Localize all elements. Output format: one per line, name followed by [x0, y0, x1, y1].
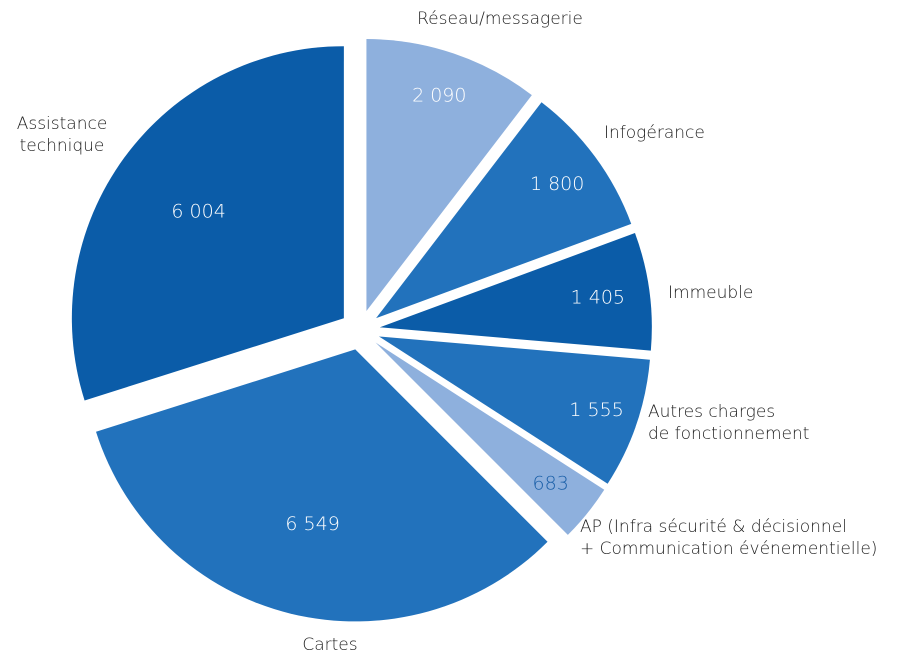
pie-slice: [378, 336, 650, 484]
pie-slice: [71, 46, 344, 401]
value-label: 1 555: [569, 399, 623, 421]
value-label: 1 800: [530, 173, 584, 195]
value-label: 2 090: [412, 85, 466, 107]
pie-slice: [375, 342, 605, 535]
value-label: 6 004: [171, 200, 225, 222]
category-label: Infogérance: [604, 123, 705, 143]
pie-slice: [366, 39, 532, 312]
category-label: Cartes: [302, 635, 358, 655]
pie-slice: [96, 349, 548, 622]
value-label: 1 405: [571, 286, 625, 308]
category-label: Assistance technique: [16, 114, 108, 156]
pie-slice: [379, 233, 652, 351]
category-label: Réseau/messagerie: [417, 9, 583, 29]
pie-slice: [376, 102, 632, 319]
value-label: 6 549: [285, 513, 339, 535]
category-label: Immeuble: [668, 283, 754, 303]
value-label: 683: [533, 472, 569, 494]
category-label: AP (Infra sécurité & décisionnel + Commu…: [580, 517, 878, 559]
category-label: Autres charges de fonctionnement: [648, 402, 810, 444]
